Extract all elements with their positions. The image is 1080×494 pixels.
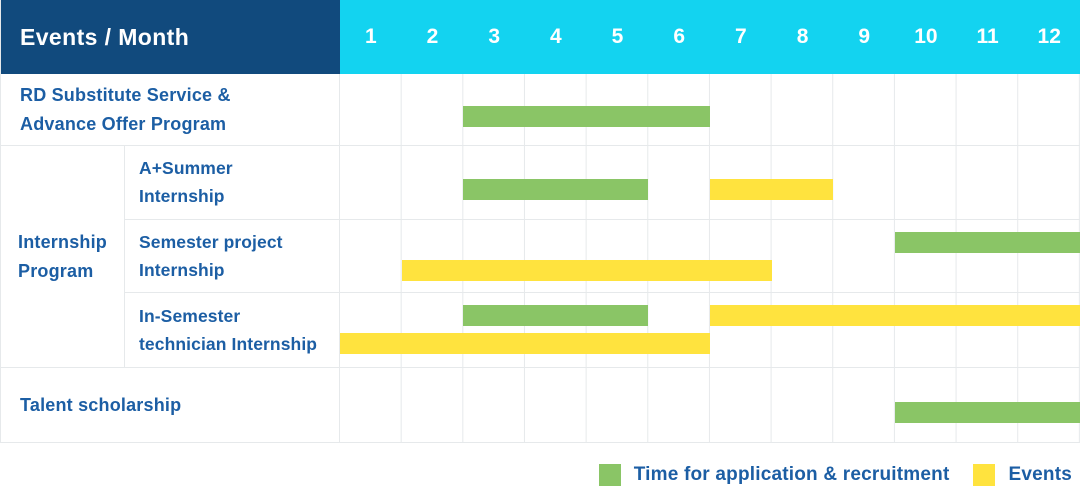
group-label-line: Internship <box>18 231 108 252</box>
table-row: A+Summer Internship <box>125 146 1080 220</box>
group-label-internship-program: Internship Program <box>1 146 125 367</box>
row-label-a-summer-internship: A+Summer Internship <box>125 146 340 219</box>
month-header: 9 <box>858 25 871 48</box>
legend-label: Events <box>1008 463 1072 485</box>
group-label-line: Program <box>18 260 94 281</box>
internship-program-group: Internship Program A+Summer Internship S… <box>1 146 1080 368</box>
month-header: 11 <box>976 25 999 48</box>
row-label-line: Talent scholarship <box>20 394 182 415</box>
legend-label: Time for application & recruitment <box>633 463 950 485</box>
month-header: 7 <box>735 25 747 48</box>
row-label-line: Internship <box>139 260 225 280</box>
month-header: 5 <box>611 25 624 48</box>
months-header-strip: 1 2 3 4 5 6 7 8 9 10 11 12 <box>340 0 1080 74</box>
legend-item-events: Events <box>973 463 1072 486</box>
event-bar <box>710 178 834 200</box>
events-swatch-icon <box>973 463 996 486</box>
row-label-line: Advance Offer Program <box>20 113 227 134</box>
application-bar <box>463 106 710 127</box>
table-header-row: Events / Month 1 2 3 4 5 6 7 8 9 10 11 1… <box>1 0 1080 74</box>
row-label-talent-scholarship: Talent scholarship <box>1 368 340 442</box>
timeline-cell <box>340 74 1080 145</box>
month-header: 3 <box>488 25 501 48</box>
events-month-header-cell: Events / Month <box>1 0 340 74</box>
legend-item-application: Time for application & recruitment <box>598 463 950 486</box>
month-header: 12 <box>1037 25 1061 48</box>
row-label-line: A+Summer <box>139 158 233 179</box>
timeline-cell <box>340 146 1080 219</box>
table-row: Semester project Internship <box>125 219 1080 294</box>
timeline-cell <box>340 368 1080 442</box>
application-bar <box>463 305 649 327</box>
legend: Time for application & recruitment Event… <box>0 443 1080 494</box>
row-label-semester-project-internship: Semester project Internship <box>125 219 340 293</box>
table-row: In-Semester technician Internship <box>125 293 1080 367</box>
timeline-cell <box>340 219 1080 293</box>
application-bar <box>463 178 649 200</box>
row-label-line: In-Semester <box>139 306 241 327</box>
application-swatch-icon <box>598 463 621 486</box>
event-bar <box>340 333 710 355</box>
event-bar <box>401 259 772 281</box>
timeline-cell <box>340 293 1080 367</box>
row-label-in-semester-technician-internship: In-Semester technician Internship <box>125 293 340 367</box>
row-label-line: RD Substitute Service & <box>20 84 231 105</box>
month-header: 6 <box>673 25 686 48</box>
event-bar <box>710 305 1080 327</box>
internship-group-body: A+Summer Internship Semester project Int… <box>125 146 1080 367</box>
row-label-line: Internship <box>139 186 225 207</box>
events-table: Events / Month 1 2 3 4 5 6 7 8 9 10 11 1… <box>0 0 1080 443</box>
row-label-rd-substitute: RD Substitute Service & Advance Offer Pr… <box>1 74 340 145</box>
table-row: Talent scholarship <box>1 368 1080 443</box>
month-header: 1 <box>364 25 377 48</box>
row-label-line: technician Internship <box>139 334 318 355</box>
row-label-line: Semester project <box>139 232 283 252</box>
month-header: 8 <box>796 25 809 48</box>
month-header: 4 <box>550 25 562 48</box>
month-header: 10 <box>914 25 938 48</box>
application-bar <box>895 401 1080 423</box>
application-bar <box>895 231 1080 253</box>
table-row: RD Substitute Service & Advance Offer Pr… <box>1 74 1080 146</box>
month-header: 2 <box>426 25 439 48</box>
events-month-title: Events / Month <box>20 23 190 50</box>
